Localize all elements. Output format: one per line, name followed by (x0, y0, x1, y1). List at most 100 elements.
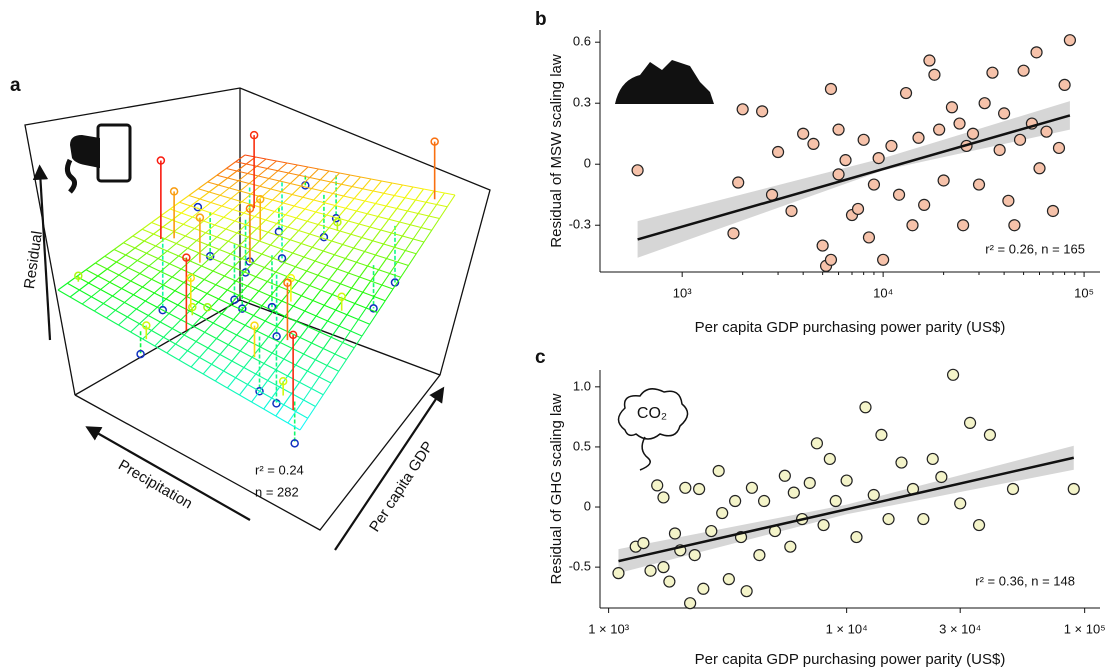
point (771, 145, 785, 159)
mesh-line (311, 179, 321, 189)
mesh-line (241, 309, 254, 316)
mesh-line (270, 244, 282, 250)
mesh-line (227, 232, 238, 242)
mesh-line (259, 390, 272, 399)
mesh-line (244, 262, 254, 273)
mesh-line (151, 278, 164, 286)
mesh-line (331, 230, 341, 242)
mesh-line (431, 218, 440, 231)
mesh-line (116, 261, 129, 269)
mesh-line (299, 381, 312, 389)
mesh-line (326, 214, 338, 219)
mesh-line (238, 180, 250, 185)
mesh-line (383, 232, 392, 245)
y-tick-label: -0.5 (569, 559, 591, 574)
mesh-line (249, 290, 260, 301)
mesh-line (318, 168, 330, 172)
mesh-line (236, 232, 249, 238)
mesh-line (359, 265, 369, 278)
stem-head (245, 204, 255, 213)
mesh-line (298, 280, 310, 287)
fit-line (618, 456, 1075, 563)
mesh-line (225, 161, 236, 169)
mesh-line (187, 240, 198, 249)
mesh-line (311, 342, 324, 349)
point (1008, 219, 1021, 232)
mesh-line (313, 190, 323, 201)
mesh-line (95, 262, 108, 270)
mesh-line (420, 215, 430, 228)
mesh-line (270, 235, 280, 246)
mesh-line (391, 221, 400, 234)
mesh-line (268, 177, 280, 182)
surface (57, 130, 456, 448)
mesh-line (346, 303, 356, 316)
mesh-line (106, 268, 120, 276)
mesh-line (223, 216, 236, 222)
mesh-line (238, 285, 248, 296)
mesh-line (239, 384, 249, 396)
mesh-line (190, 357, 200, 368)
point (972, 518, 986, 532)
mesh-line (121, 280, 132, 289)
mesh-line (264, 320, 278, 327)
mesh-line (264, 257, 274, 268)
mesh-line (378, 258, 387, 271)
mesh-line (267, 231, 280, 237)
x-axis-label: Per capita GDP purchasing power parity (… (695, 319, 1006, 336)
mesh-line (250, 185, 261, 195)
mesh-line (103, 303, 116, 311)
mesh-line (330, 336, 343, 344)
mesh-line (215, 284, 228, 291)
z-axis-label: Residual (21, 230, 46, 290)
mesh-line (118, 267, 129, 276)
point (612, 567, 625, 580)
mesh-line (261, 253, 274, 259)
mesh-line (182, 216, 193, 225)
mesh-line (227, 387, 240, 396)
mesh-line (315, 359, 328, 366)
mesh-line (136, 308, 149, 316)
mesh-line (297, 270, 308, 282)
mesh-line (223, 209, 234, 218)
mesh-line (219, 354, 233, 362)
mesh-line (160, 208, 171, 217)
mesh-line (94, 310, 107, 319)
mesh-line (375, 202, 387, 207)
mesh-line (413, 238, 425, 243)
mesh-line (259, 336, 269, 348)
mesh-line (157, 257, 170, 265)
mesh-line (106, 317, 119, 326)
mesh-line (263, 352, 273, 364)
mesh-line (248, 330, 258, 342)
point (882, 512, 895, 526)
mesh-line (389, 272, 401, 278)
mesh-line (219, 187, 230, 196)
stem-head (337, 292, 346, 301)
mesh-line (307, 166, 319, 170)
point (823, 452, 836, 466)
mesh-line (224, 266, 234, 277)
point (816, 239, 829, 252)
mesh-line (104, 255, 117, 263)
mesh-line (347, 210, 357, 222)
mesh-line (343, 186, 353, 197)
mesh-line (223, 370, 236, 379)
mesh-line (139, 265, 150, 274)
mesh-line (160, 271, 173, 278)
mesh-line (328, 268, 338, 280)
mesh-line (88, 282, 101, 290)
point (917, 512, 930, 526)
mesh-line (332, 192, 344, 197)
mesh-line (320, 289, 333, 296)
mesh-line (362, 178, 372, 190)
mesh-line (267, 160, 277, 169)
point (1040, 125, 1053, 138)
mesh-line (197, 293, 208, 303)
mesh-line (57, 282, 68, 291)
point (986, 66, 999, 79)
point (778, 469, 791, 482)
mesh-line (210, 194, 221, 203)
mesh-line (295, 411, 309, 419)
mesh-line (331, 283, 341, 295)
